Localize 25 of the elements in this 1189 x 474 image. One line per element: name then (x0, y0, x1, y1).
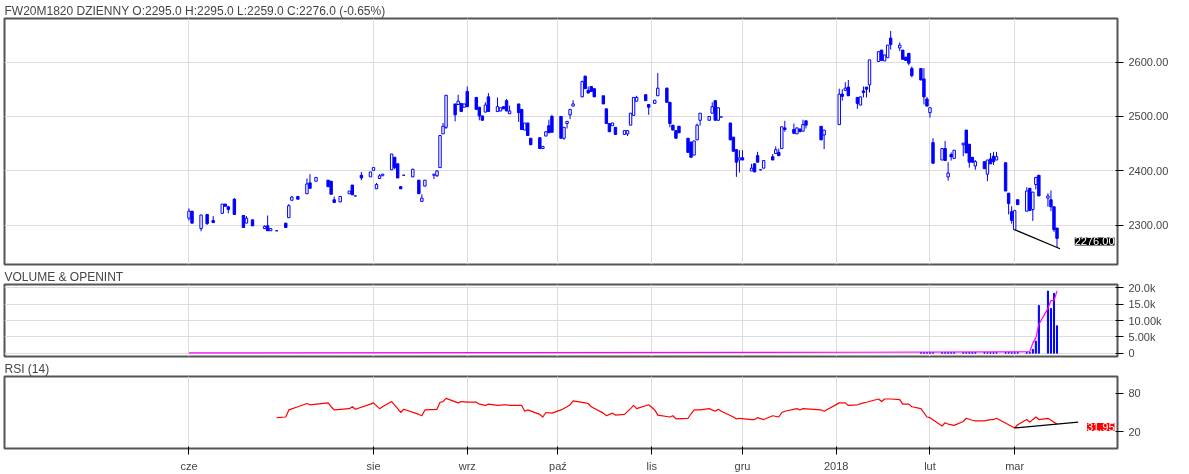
y-tick-label: 15.0k (1128, 298, 1156, 311)
x-tick-label: wrz (457, 459, 476, 472)
y-tick-label: 20.0k (1128, 281, 1156, 294)
x-tick-label: paź (549, 459, 567, 472)
x-tick-label: 2018 (823, 459, 849, 472)
x-tick-label: cze (180, 459, 198, 472)
y-tick-label: 5.00k (1128, 330, 1156, 343)
y-tick-label: 20 (1128, 425, 1141, 438)
y-tick-label: 2500.00 (1128, 110, 1169, 123)
chart-title: VOLUME & OPENINT (4, 269, 124, 284)
y-tick-label: 10.00k (1128, 314, 1163, 327)
chart-title: RSI (14) (4, 361, 50, 376)
annotation: 31.95 (1086, 421, 1115, 434)
y-tick-label: 2600.00 (1128, 56, 1169, 69)
annotation: 2276.00 (1074, 235, 1115, 248)
chart-title: FW20M1820 DZIENNY O:2295.0 H:2295.0 L:2259.0 C:2276.0 (-0.65%) (4, 3, 386, 18)
y-tick-label: 2300.00 (1128, 219, 1169, 232)
y-tick-label: 2400.00 (1128, 164, 1169, 177)
y-tick-label: 80 (1128, 387, 1141, 400)
x-tick-label: mar (1005, 459, 1025, 472)
x-tick-label: lut (924, 459, 936, 472)
x-tick-label: lis (646, 459, 658, 472)
x-tick-label: sie (366, 459, 381, 472)
y-tick-label: 0 (1128, 346, 1135, 359)
x-tick-label: gru (734, 459, 751, 472)
